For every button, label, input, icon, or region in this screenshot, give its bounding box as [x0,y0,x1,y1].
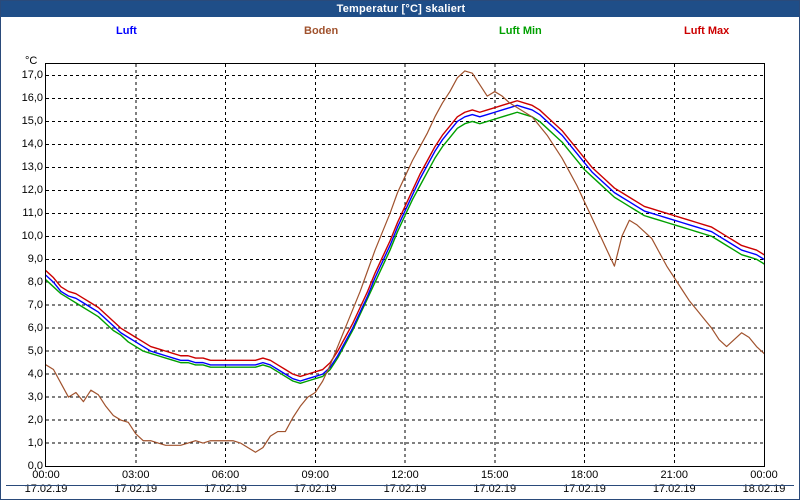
x-tick-date: 17.02.19 [204,483,247,495]
y-tick-label: 1,0 [27,437,43,450]
x-tick-date: 17.02.19 [473,483,517,495]
y-tick-label: 4,0 [27,368,43,381]
y-tick-label: 6,0 [27,322,43,335]
y-tick-label: 5,0 [27,345,43,358]
x-tick-time: 06:00 [211,469,240,481]
x-tick-date: 17.02.19 [293,483,337,495]
grid-lines [46,64,764,466]
series-line-luft [46,104,764,382]
plot-canvas [45,63,765,467]
window-title-bar: Temperatur [°C] skaliert [1,1,799,17]
legend-item-luft-min: Luft Min [499,25,542,37]
x-tick-time: 15:00 [480,469,509,481]
x-tick-time: 09:00 [301,469,330,481]
y-tick-label: 2,0 [27,414,43,427]
window-title: Temperatur [°C] skaliert [336,3,466,15]
y-tick-label: 17,0 [21,69,43,82]
chart-area: Luft Boden Luft Min Luft Max °C 17,0 16,0 15,… [1,17,799,499]
plot-svg [46,64,764,466]
y-tick-label: 11,0 [22,207,43,220]
window-bottom-rule [6,485,794,486]
x-tick-time: 00:00 [750,469,778,481]
x-tick-date: 18.02.19 [742,483,786,495]
y-axis-unit: °C [25,55,38,67]
y-tick-label: 3,0 [27,391,43,404]
y-tick-label: 15,0 [21,115,43,128]
y-tick-label: 0,0 [27,460,43,472]
x-tick-time: 00:00 [32,469,60,481]
x-tick-time: 12:00 [391,469,419,481]
y-tick-label: 16,0 [21,92,43,105]
x-tick-time: 03:00 [121,469,150,481]
y-tick-label: 13,0 [21,161,43,174]
y-tick-label: 9,0 [27,253,43,266]
x-tick-date: 17.02.19 [563,483,606,495]
series-line-boden [46,70,764,453]
legend-item-luft-max: Luft Max [684,25,730,37]
x-tick-date: 17.02.19 [383,483,427,495]
y-tick-label: 10,0 [21,230,43,243]
x-tick-time: 21:00 [660,469,689,481]
y-axis-labels: 17,0 16,0 15,0 14,0 13,0 12,0 11,0 10,0 9,0 8,0 7,… [1,63,43,472]
series-line-luft-max [46,100,764,378]
x-tick-time: 18:00 [570,469,599,481]
y-tick-label: 14,0 [21,138,43,151]
y-tick-label: 7,0 [27,299,43,312]
x-tick-date: 17.02.19 [114,483,158,495]
legend-item-luft: Luft [116,25,137,37]
x-tick-date: 17.02.19 [652,483,696,495]
x-tick-date: 17.02.19 [24,483,68,495]
legend-item-boden: Boden [304,25,339,37]
y-tick-label: 12,0 [21,184,43,197]
y-tick-label: 8,0 [27,276,43,289]
series-line-luft-min [46,111,764,384]
x-axis-labels: 00:00 17.02.19 03:00 17.02.19 06:00 17.02.19 0… [25,469,786,497]
